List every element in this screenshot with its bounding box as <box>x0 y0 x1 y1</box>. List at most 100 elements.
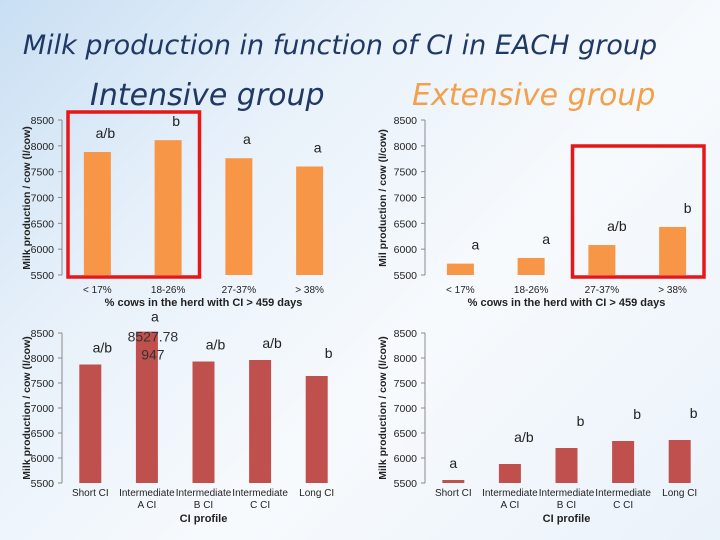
bar-significance-label: a <box>449 455 457 471</box>
intensive-group-title: Intensive group <box>90 78 325 113</box>
bar-significance-label: a <box>243 131 251 147</box>
y-tick-label: 5500 <box>394 270 418 282</box>
y-tick-label: 8000 <box>31 353 55 365</box>
value-annotation: 8527.78 <box>128 329 179 345</box>
bar <box>612 441 635 483</box>
bar <box>192 361 215 483</box>
y-axis-title: Milk production / cow (l/cow) <box>377 336 389 480</box>
y-tick-label: 7000 <box>394 193 418 205</box>
x-tick-label: C CI <box>613 500 633 511</box>
y-tick-label: 6000 <box>31 244 55 256</box>
extensive-group-title: Extensive group <box>412 78 656 113</box>
bar-significance-label: a/b <box>607 218 627 234</box>
highlight-box <box>66 110 202 279</box>
y-tick-label: 6500 <box>394 428 418 440</box>
bar-significance-label: b <box>690 405 698 421</box>
y-tick-label: 7500 <box>394 167 418 179</box>
x-tick-label: Long CI <box>299 488 334 499</box>
y-tick-label: 6500 <box>31 428 55 440</box>
bar-significance-label: a/b <box>206 337 226 353</box>
y-tick-label: 8500 <box>394 328 418 340</box>
x-tick-label: B CI <box>557 500 576 511</box>
bar-significance-label: a/b <box>93 340 113 356</box>
bar-significance-label: a/b <box>96 125 116 141</box>
bar <box>442 480 465 483</box>
y-axis-title: Mil production / cow (l/cow) <box>377 129 389 267</box>
bar <box>498 464 521 483</box>
y-tick-label: 7500 <box>31 167 55 179</box>
y-tick-label: 6000 <box>394 244 418 256</box>
bar-significance-label: b <box>633 406 641 422</box>
x-axis-title: CI profile <box>543 513 591 525</box>
y-tick-label: 8000 <box>31 141 55 153</box>
bar <box>446 263 474 275</box>
y-tick-label: 6500 <box>31 218 55 230</box>
y-tick-label: 8500 <box>31 328 55 340</box>
x-tick-label: A CI <box>500 500 519 511</box>
bar <box>668 440 691 483</box>
x-tick-label: Short CI <box>435 488 472 499</box>
y-tick-label: 8000 <box>394 353 418 365</box>
y-tick-label: 6000 <box>394 453 418 465</box>
value-annotation: 947 <box>141 347 165 363</box>
x-tick-label: 18-26% <box>514 285 549 296</box>
y-tick-label: 7000 <box>31 193 55 205</box>
x-tick-label: 27-37% <box>222 285 257 296</box>
y-tick-label: 5500 <box>394 478 418 490</box>
bar <box>154 140 182 275</box>
y-axis-title: Milk production / cow (l/cow) <box>21 336 33 480</box>
x-axis-title: CI profile <box>180 513 228 525</box>
x-tick-label: 18-26% <box>151 285 186 296</box>
y-tick-label: 8500 <box>31 115 55 127</box>
y-tick-label: 6500 <box>394 218 418 230</box>
bar <box>249 360 272 483</box>
bar <box>296 166 324 275</box>
bar-significance-label: a <box>471 237 479 253</box>
bar-significance-label: b <box>172 113 180 129</box>
bar-significance-label: a <box>314 140 322 156</box>
bar <box>305 376 328 483</box>
x-tick-label: Intermediate <box>595 488 651 499</box>
bar <box>83 152 111 275</box>
x-tick-label: Intermediate <box>119 488 175 499</box>
bar-significance-label: b <box>325 345 333 361</box>
x-tick-label: > 38% <box>295 285 324 296</box>
y-tick-label: 7000 <box>394 403 418 415</box>
y-tick-label: 8000 <box>394 141 418 153</box>
y-tick-label: 7000 <box>31 403 55 415</box>
x-tick-label: > 38% <box>658 285 687 296</box>
x-tick-label: B CI <box>194 500 213 511</box>
bar-significance-label: a/b <box>514 429 534 445</box>
bar-significance-label: a/b <box>262 335 282 351</box>
bar <box>135 331 158 483</box>
bar <box>555 448 578 483</box>
x-tick-label: A CI <box>137 500 156 511</box>
x-tick-label: Intermediate <box>232 488 288 499</box>
bar <box>517 257 545 275</box>
x-tick-label: Short CI <box>72 488 109 499</box>
highlight-box <box>570 144 706 279</box>
x-tick-label: Intermediate <box>482 488 538 499</box>
y-tick-label: 5500 <box>31 270 55 282</box>
bar-significance-label: a <box>542 231 550 247</box>
slide-title: Milk production in function of CI in EAC… <box>22 30 658 61</box>
y-tick-label: 8500 <box>394 115 418 127</box>
bar <box>79 364 102 483</box>
x-tick-label: < 17% <box>446 285 475 296</box>
bar-significance-label: b <box>684 200 692 216</box>
x-axis-title: % cows in the herd with CI > 459 days <box>468 297 666 309</box>
y-tick-label: 7500 <box>31 378 55 390</box>
x-tick-label: C CI <box>250 500 270 511</box>
x-tick-label: Intermediate <box>539 488 595 499</box>
bar-significance-label: a <box>151 309 159 325</box>
bar-significance-label: b <box>577 413 585 429</box>
y-tick-label: 7500 <box>394 378 418 390</box>
y-axis-title: Milk production / cow (l/cow) <box>21 126 33 270</box>
bar <box>659 226 687 275</box>
x-tick-label: 27-37% <box>585 285 620 296</box>
y-tick-label: 5500 <box>31 478 55 490</box>
x-axis-title: % cows in the herd with CI > 459 days <box>105 297 303 309</box>
x-tick-label: Long CI <box>662 488 697 499</box>
y-tick-label: 6000 <box>31 453 55 465</box>
